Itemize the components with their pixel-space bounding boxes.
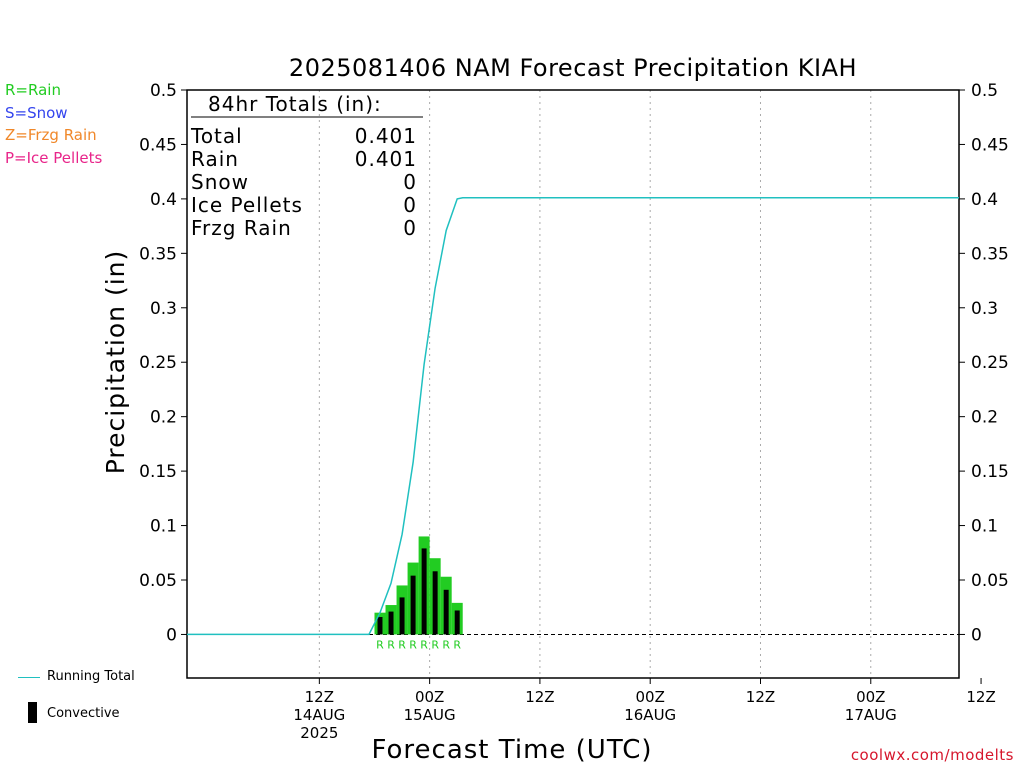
y-axis-label: Precipitation (in) — [101, 250, 130, 475]
y-tick-label-left: 0.15 — [139, 462, 177, 482]
legend-rain: R=Rain — [5, 81, 61, 99]
x-tick-label-3-1: 16AUG — [624, 706, 676, 724]
x-tick-label-3-0: 00Z — [636, 688, 665, 706]
totals-row-label: Ice Pellets — [191, 193, 303, 217]
legend-snow: S=Snow — [5, 104, 68, 122]
precip-type-label: R — [453, 638, 461, 651]
y-tick-label-right: 0.5 — [971, 81, 998, 101]
x-tick-label-6-0: 12Z — [966, 688, 995, 706]
plot-frame — [186, 89, 960, 679]
convective-bar — [399, 597, 405, 635]
y-tick-label-right: 0.2 — [971, 408, 998, 428]
y-tick-label-left: 0.25 — [139, 353, 177, 373]
y-tick-label-right: 0.25 — [971, 353, 1009, 373]
legend-ice-pellets: P=Ice Pellets — [5, 149, 103, 167]
y-tick-label-right: 0 — [971, 625, 982, 645]
x-tick-label-1-0: 00Z — [415, 688, 444, 706]
x-tick-label-2-0: 12Z — [525, 688, 554, 706]
y-tick-label-left: 0.05 — [139, 571, 177, 591]
y-tick-label-right: 0.1 — [971, 517, 998, 537]
convective-bar — [388, 611, 394, 635]
totals-row-value: 0 — [403, 170, 417, 194]
y-tick-label-right: 0.15 — [971, 462, 1009, 482]
running-total-swatch — [18, 677, 40, 678]
y-tick-label-left: 0.1 — [150, 517, 177, 537]
x-tick-label-5-0: 00Z — [856, 688, 885, 706]
precip-type-label: R — [398, 638, 406, 651]
totals-row-value: 0 — [403, 193, 417, 217]
y-tick-label-right: 0.3 — [971, 299, 998, 319]
x-tick-label-4-0: 12Z — [746, 688, 775, 706]
totals-row-value: 0.401 — [355, 147, 417, 171]
precip-type-label: R — [442, 638, 450, 651]
x-tick-label-0-0: 12Z — [305, 688, 334, 706]
chart-title: 2025081406 NAM Forecast Precipitation KI… — [289, 54, 857, 82]
convective-swatch — [28, 702, 37, 723]
precip-type-label: R — [431, 638, 439, 651]
convective-bar — [432, 571, 438, 635]
y-tick-label-left: 0.3 — [150, 299, 177, 319]
y-tick-label-right: 0.35 — [971, 244, 1009, 264]
precip-type-label: R — [376, 638, 384, 651]
y-tick-label-left: 0.4 — [150, 190, 177, 210]
convective-bar — [443, 589, 449, 635]
totals-heading: 84hr Totals (in): — [208, 92, 382, 116]
convective-bar — [421, 548, 427, 635]
convective-bar — [410, 575, 416, 635]
x-axis-label: Forecast Time (UTC) — [371, 735, 652, 765]
x-tick-label-5-1: 17AUG — [845, 706, 897, 724]
y-tick-label-left: 0.2 — [150, 408, 177, 428]
y-tick-label-left: 0.35 — [139, 244, 177, 264]
running-total-legend: Running Total — [47, 669, 135, 684]
y-tick-label-left: 0 — [166, 625, 177, 645]
y-tick-label-right: 0.4 — [971, 190, 998, 210]
convective-bar — [377, 617, 383, 635]
y-tick-label-right: 0.05 — [971, 571, 1009, 591]
y-tick-label-left: 0.5 — [150, 81, 177, 101]
credit-link[interactable]: coolwx.com/modelts — [850, 746, 1014, 764]
y-tick-label-right: 0.45 — [971, 135, 1009, 155]
legend-frzg-rain: Z=Frzg Rain — [5, 126, 97, 144]
x-tick-label-0-1: 14AUG — [293, 706, 345, 724]
convective-legend: Convective — [47, 706, 120, 721]
convective-bar — [454, 610, 460, 635]
running-total-line — [187, 197, 959, 636]
precip-type-label: R — [409, 638, 417, 651]
x-tick-label-0-2: 2025 — [300, 724, 338, 742]
totals-row-label: Rain — [191, 147, 239, 171]
precip-type-label: R — [387, 638, 395, 651]
totals-row-value: 0 — [403, 216, 417, 240]
x-tick-label-1-1: 15AUG — [404, 706, 456, 724]
totals-row-label: Frzg Rain — [191, 216, 292, 240]
precip-type-label: R — [420, 638, 428, 651]
totals-row-label: Snow — [191, 170, 249, 194]
totals-row-value: 0.401 — [355, 124, 417, 148]
totals-row-label: Total — [190, 124, 243, 148]
y-tick-label-left: 0.45 — [139, 135, 177, 155]
